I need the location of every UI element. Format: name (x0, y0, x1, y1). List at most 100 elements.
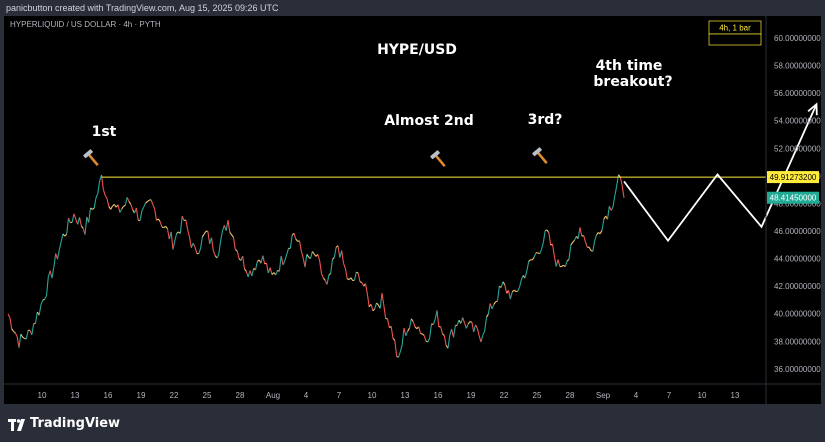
annotation-almost-second: Almost 2nd (384, 113, 473, 129)
price-segment (509, 292, 513, 300)
price-segment (260, 255, 264, 264)
price-segment (235, 249, 238, 252)
price-segment (275, 270, 279, 276)
x-tick-label: Sep (596, 391, 611, 400)
price-segment (376, 302, 379, 306)
price-segment (166, 228, 170, 240)
x-tick-label: 13 (731, 391, 740, 400)
price-segment (440, 326, 444, 334)
price-segment (621, 185, 625, 198)
price-segment (412, 321, 416, 328)
price-segment (181, 216, 185, 221)
x-tick-label: 19 (467, 391, 476, 400)
price-segment (201, 233, 205, 238)
price-segment (289, 235, 293, 249)
price-segment (394, 340, 398, 357)
price-segment (353, 271, 357, 281)
last-price-label-box (767, 191, 819, 204)
price-segment (476, 328, 480, 336)
price-segment (265, 263, 269, 274)
price-segment (188, 236, 192, 248)
price-segment (346, 278, 350, 281)
y-tick-label: 40.00000000 (774, 310, 821, 319)
tradingview-logo-icon (8, 419, 25, 431)
price-chart[interactable]: HYPERLIQUID / US DOLLAR · 4h · PYTH 4h, … (4, 16, 821, 404)
price-axis[interactable]: 60.00000000 58.00000000 56.00000000 54.0000… (765, 16, 821, 404)
price-segment (546, 229, 550, 233)
price-segment (561, 264, 564, 267)
price-segment (463, 322, 467, 329)
price-segment (286, 248, 290, 255)
price-segment (596, 232, 599, 236)
price-segment (588, 246, 592, 251)
price-segment (128, 201, 132, 205)
price-segment (172, 240, 176, 250)
resistance-price-label: 49.91273200 (770, 173, 817, 182)
price-segment (317, 254, 321, 262)
x-tick-label: 10 (368, 391, 377, 400)
price-segment (392, 338, 396, 341)
price-segment (93, 197, 97, 209)
price-segment (139, 210, 143, 221)
y-tick-label: 58.00000000 (774, 62, 821, 71)
price-segment (9, 317, 13, 329)
price-segment (462, 317, 466, 323)
price-segment (225, 219, 229, 231)
price-segment (280, 255, 284, 266)
price-segment (231, 234, 234, 238)
price-segment (192, 242, 196, 248)
price-segment (161, 226, 164, 229)
price-segment (221, 225, 225, 231)
price-segment (493, 301, 497, 305)
price-segment (247, 270, 251, 278)
price-segment (126, 197, 130, 202)
y-tick-label: 46.00000000 (774, 227, 821, 236)
chart-background (4, 16, 821, 404)
price-segment (33, 322, 36, 325)
price-segment (319, 260, 323, 274)
tradingview-logo-text: TradingView (30, 416, 121, 431)
price-segment (174, 233, 178, 241)
price-segment (38, 304, 42, 316)
price-segment (110, 205, 113, 210)
price-segment (218, 240, 222, 254)
price-segment (71, 213, 75, 223)
price-segment (344, 268, 348, 279)
price-segment (507, 290, 511, 300)
price-segment (356, 271, 359, 274)
x-tick-label: 7 (667, 391, 672, 400)
y-tick-label: 36.00000000 (774, 365, 821, 374)
x-tick-label: 7 (337, 391, 342, 400)
chart-panel[interactable]: HYPERLIQUID / US DOLLAR · 4h · PYTH 4h, … (4, 16, 821, 404)
price-segment (383, 305, 387, 319)
price-segment (190, 242, 194, 248)
price-segment (42, 298, 45, 301)
price-segment (579, 227, 583, 237)
price-segment (84, 216, 88, 235)
projection-path[interactable] (623, 103, 818, 243)
price-segment (528, 259, 531, 262)
price-segment (422, 333, 425, 336)
price-segment (489, 303, 493, 310)
x-tick-label: 22 (500, 391, 509, 400)
price-segment (443, 335, 447, 346)
hammer-icon (83, 149, 99, 167)
time-axis[interactable]: 10 13 16 19 22 25 28 Aug 4 7 10 13 16 19 22 25 28 Sep 4 7 10… (4, 383, 821, 400)
price-segment (473, 324, 477, 333)
interval-box[interactable]: 4h, 1 bar (708, 20, 762, 46)
price-segment (531, 256, 535, 261)
price-segment (203, 231, 207, 235)
price-segment (147, 199, 150, 203)
price-segment (465, 323, 469, 329)
price-segment (542, 230, 546, 243)
price-segment (194, 246, 198, 254)
price-segment (102, 189, 106, 196)
price-segment (337, 245, 341, 258)
price-segment (374, 302, 378, 310)
x-tick-label: 16 (434, 391, 443, 400)
price-segment (583, 235, 587, 243)
price-segment (330, 259, 334, 274)
price-segment (66, 218, 70, 235)
price-segment (432, 319, 436, 325)
